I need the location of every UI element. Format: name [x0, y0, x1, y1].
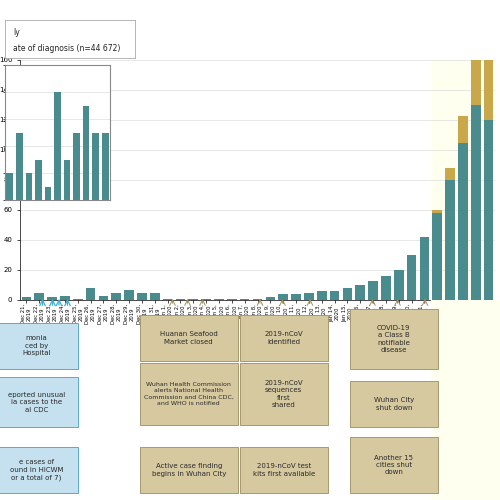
Bar: [48, 297, 57, 300]
Bar: [458, 142, 468, 300]
Bar: [458, 116, 468, 142]
Bar: [431, 300, 500, 500]
Bar: [317, 291, 326, 300]
FancyBboxPatch shape: [0, 447, 78, 493]
Bar: [291, 294, 301, 300]
Text: Wuhan City
shut down: Wuhan City shut down: [374, 397, 414, 411]
Bar: [471, 52, 480, 105]
FancyBboxPatch shape: [350, 437, 438, 493]
Bar: [431, 60, 500, 300]
Bar: [368, 280, 378, 300]
Text: monia
ced by
Hospital: monia ced by Hospital: [22, 336, 50, 356]
Bar: [163, 298, 172, 300]
Bar: [35, 160, 42, 200]
FancyBboxPatch shape: [0, 377, 78, 427]
Bar: [471, 105, 480, 300]
Bar: [227, 298, 236, 300]
Bar: [34, 292, 44, 300]
FancyBboxPatch shape: [240, 447, 328, 493]
Bar: [432, 213, 442, 300]
FancyBboxPatch shape: [140, 447, 237, 493]
Bar: [304, 292, 314, 300]
Text: Wuhan Health Commission
alerts National Health
Commission and China CDC,
and WHO: Wuhan Health Commission alerts National …: [144, 382, 234, 406]
Text: e cases of
ound in HICWM
or a total of 7): e cases of ound in HICWM or a total of 7…: [10, 459, 63, 481]
FancyBboxPatch shape: [350, 381, 438, 427]
Bar: [150, 292, 160, 300]
Bar: [64, 160, 70, 200]
FancyBboxPatch shape: [240, 363, 328, 425]
Bar: [22, 297, 31, 300]
Bar: [73, 298, 83, 300]
FancyBboxPatch shape: [350, 309, 438, 369]
Bar: [240, 298, 250, 300]
Bar: [44, 186, 52, 200]
Bar: [188, 298, 198, 300]
Bar: [73, 132, 80, 200]
Bar: [92, 132, 99, 200]
Bar: [381, 276, 390, 300]
Bar: [16, 132, 22, 200]
Bar: [420, 237, 429, 300]
Text: 2019-nCoV
identified: 2019-nCoV identified: [264, 331, 303, 345]
Bar: [86, 288, 96, 300]
Bar: [202, 298, 211, 300]
Bar: [124, 290, 134, 300]
Bar: [446, 168, 455, 180]
Text: ate of diagnosis (n=44 672): ate of diagnosis (n=44 672): [13, 44, 120, 54]
Text: ly: ly: [13, 28, 20, 38]
Bar: [112, 292, 121, 300]
Text: COVID-19
a Class B
notifiable
disease: COVID-19 a Class B notifiable disease: [377, 325, 410, 353]
Bar: [406, 255, 416, 300]
Bar: [394, 270, 404, 300]
Bar: [102, 132, 108, 200]
Text: Active case finding
begins in Wuhan City: Active case finding begins in Wuhan City: [152, 463, 226, 477]
Bar: [356, 285, 365, 300]
Bar: [484, 60, 494, 120]
Bar: [214, 298, 224, 300]
Text: 2019-nCoV test
kits first available: 2019-nCoV test kits first available: [252, 463, 315, 477]
Bar: [484, 120, 494, 300]
Bar: [252, 298, 262, 300]
Text: Another 15
cities shut
down: Another 15 cities shut down: [374, 454, 413, 475]
Text: Huanan Seafood
Market closed: Huanan Seafood Market closed: [160, 331, 218, 345]
Bar: [137, 292, 147, 300]
FancyBboxPatch shape: [140, 363, 237, 425]
Text: eported unusual
ia cases to the
al CDC: eported unusual ia cases to the al CDC: [8, 392, 65, 412]
Bar: [278, 294, 288, 300]
Text: 2019-nCoV
sequences
first
shared: 2019-nCoV sequences first shared: [264, 380, 303, 408]
Bar: [6, 173, 13, 200]
Bar: [342, 288, 352, 300]
FancyBboxPatch shape: [140, 315, 237, 361]
FancyBboxPatch shape: [0, 323, 78, 369]
Bar: [330, 291, 340, 300]
Bar: [83, 106, 89, 200]
Bar: [446, 180, 455, 300]
Bar: [98, 296, 108, 300]
Bar: [60, 296, 70, 300]
Bar: [26, 173, 32, 200]
FancyBboxPatch shape: [240, 315, 328, 361]
Bar: [176, 298, 186, 300]
Bar: [432, 210, 442, 213]
Bar: [266, 297, 275, 300]
Bar: [54, 92, 61, 200]
